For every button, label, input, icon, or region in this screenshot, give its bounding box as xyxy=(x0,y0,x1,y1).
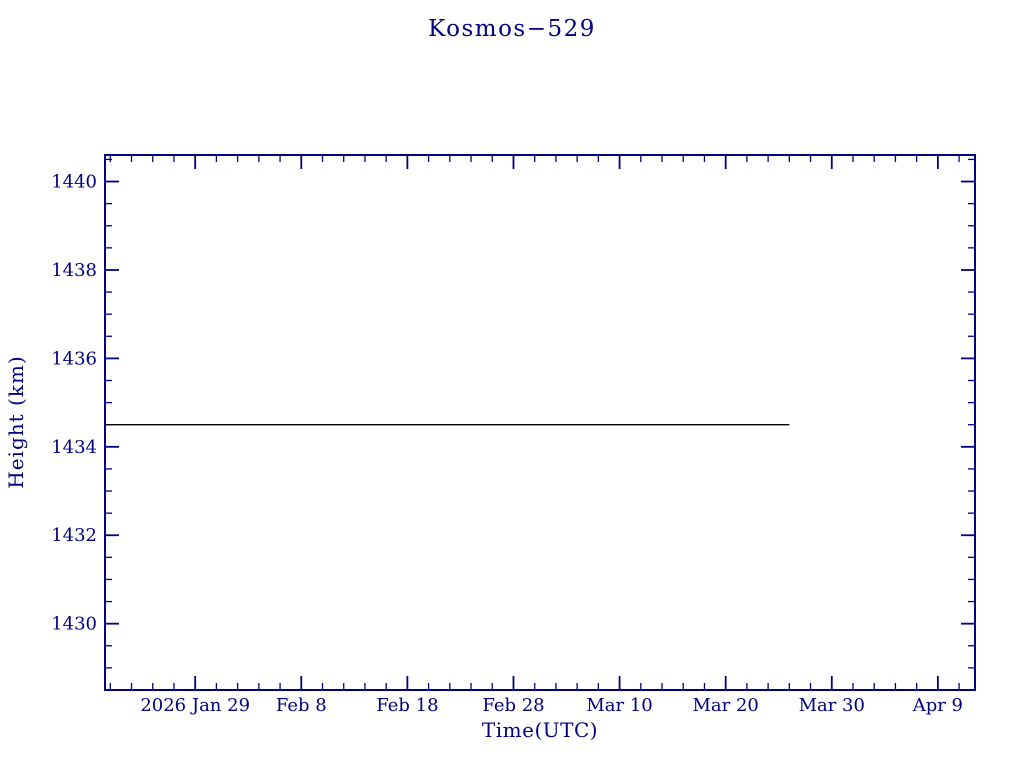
x-tick-label: Feb 18 xyxy=(376,695,438,716)
x-tick-label: Mar 20 xyxy=(692,695,758,716)
y-tick-label: 1432 xyxy=(51,525,97,546)
y-tick-label: 1438 xyxy=(51,260,97,281)
x-tick-label: Apr 9 xyxy=(912,695,963,716)
y-tick-label: 1440 xyxy=(51,172,97,193)
x-tick-label: Mar 30 xyxy=(799,695,865,716)
y-tick-label: 1434 xyxy=(51,437,97,458)
y-tick-label: 1436 xyxy=(51,348,97,369)
chart-title: Kosmos−529 xyxy=(428,16,596,42)
y-tick-label: 1430 xyxy=(51,614,97,635)
x-axis-label: Time(UTC) xyxy=(481,718,599,742)
x-tick-label: Mar 10 xyxy=(586,695,652,716)
x-tick-label: Feb 28 xyxy=(482,695,544,716)
x-tick-label: Feb 8 xyxy=(276,695,327,716)
x-tick-label: 2026 Jan 29 xyxy=(140,695,250,716)
plot-frame xyxy=(104,154,976,691)
